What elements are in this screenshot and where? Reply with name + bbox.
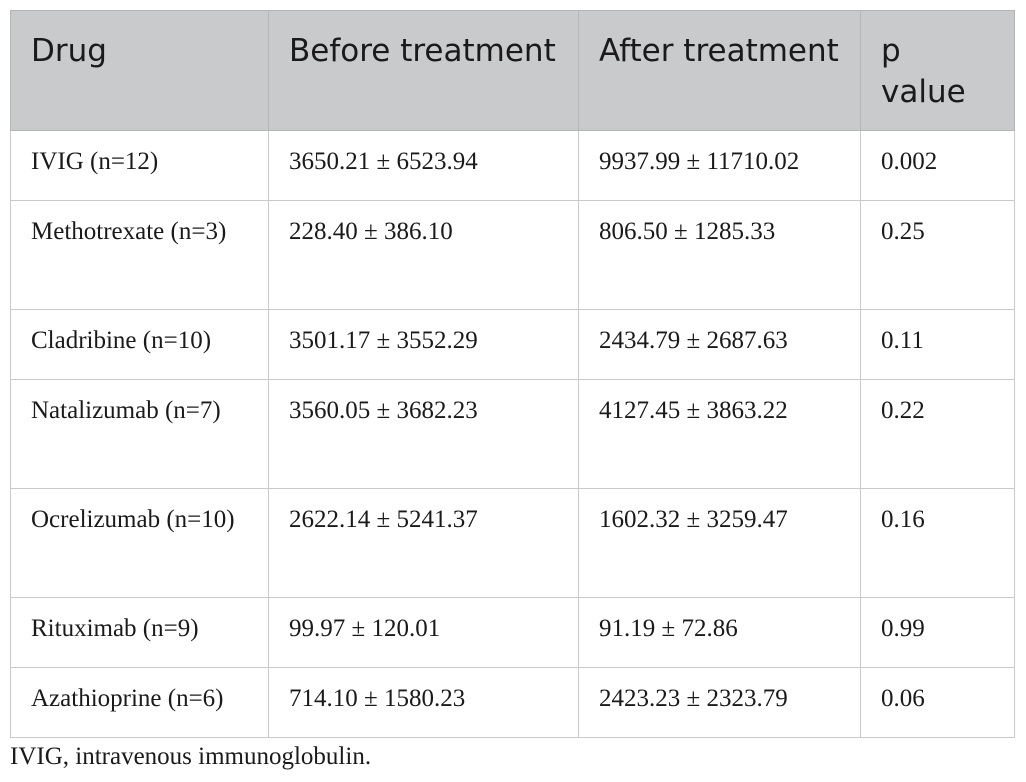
cell-before: 3501.17 ± 3552.29 [268, 309, 579, 380]
cell-p-value: 0.002 [860, 130, 1015, 201]
cell-drug: Cladribine (n=10) [10, 309, 269, 380]
header-drug: Drug [10, 10, 269, 131]
cell-p-value: 0.22 [860, 379, 1015, 489]
header-before-treatment: Before treatment [268, 10, 579, 131]
cell-drug: Azathioprine (n=6) [10, 667, 269, 738]
cell-after: 4127.45 ± 3863.22 [578, 379, 861, 489]
cell-drug: Natalizumab (n=7) [10, 379, 269, 489]
cell-drug: Ocrelizumab (n=10) [10, 488, 269, 598]
cell-p-value: 0.99 [860, 597, 1015, 668]
table-row: Cladribine (n=10) 3501.17 ± 3552.29 2434… [10, 309, 1015, 380]
cell-after: 2434.79 ± 2687.63 [578, 309, 861, 380]
cell-before: 3560.05 ± 3682.23 [268, 379, 579, 489]
cell-p-value: 0.06 [860, 667, 1015, 738]
cell-after: 1602.32 ± 3259.47 [578, 488, 861, 598]
cell-before: 714.10 ± 1580.23 [268, 667, 579, 738]
results-table-container: Drug Before treatment After treatment p … [10, 10, 1015, 738]
table-row: Methotrexate (n=3) 228.40 ± 386.10 806.5… [10, 200, 1015, 310]
cell-before: 99.97 ± 120.01 [268, 597, 579, 668]
cell-before: 3650.21 ± 6523.94 [268, 130, 579, 201]
cell-after: 9937.99 ± 11710.02 [578, 130, 861, 201]
header-p-value: p value [860, 10, 1015, 131]
table-row: IVIG (n=12) 3650.21 ± 6523.94 9937.99 ± … [10, 130, 1015, 201]
table-row: Ocrelizumab (n=10) 2622.14 ± 5241.37 160… [10, 488, 1015, 598]
cell-p-value: 0.25 [860, 200, 1015, 310]
cell-p-value: 0.16 [860, 488, 1015, 598]
table-header-row: Drug Before treatment After treatment p … [10, 10, 1015, 131]
cell-drug: IVIG (n=12) [10, 130, 269, 201]
cell-after: 806.50 ± 1285.33 [578, 200, 861, 310]
table-row: Azathioprine (n=6) 714.10 ± 1580.23 2423… [10, 667, 1015, 738]
drug-treatment-table: Drug Before treatment After treatment p … [10, 10, 1015, 738]
cell-before: 2622.14 ± 5241.37 [268, 488, 579, 598]
table-row: Natalizumab (n=7) 3560.05 ± 3682.23 4127… [10, 379, 1015, 489]
cell-after: 2423.23 ± 2323.79 [578, 667, 861, 738]
cell-drug: Rituximab (n=9) [10, 597, 269, 668]
cell-after: 91.19 ± 72.86 [578, 597, 861, 668]
cell-before: 228.40 ± 386.10 [268, 200, 579, 310]
table-row: Rituximab (n=9) 99.97 ± 120.01 91.19 ± 7… [10, 597, 1015, 668]
cell-p-value: 0.11 [860, 309, 1015, 380]
cell-drug: Methotrexate (n=3) [10, 200, 269, 310]
table-footnote: IVIG, intravenous immunoglobulin. [10, 743, 372, 770]
header-after-treatment: After treatment [578, 10, 861, 131]
